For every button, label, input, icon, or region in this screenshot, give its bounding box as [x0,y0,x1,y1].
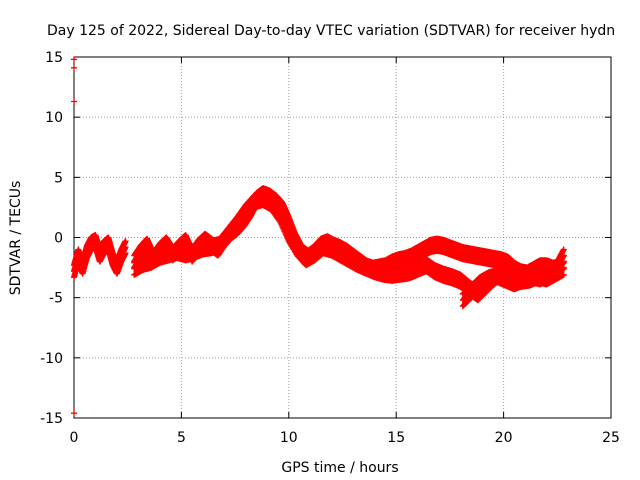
x-tick-label: 5 [177,430,186,446]
data-point-marker [122,250,129,257]
data-point-marker [122,238,129,245]
x-tick-label: 25 [602,430,620,446]
data-points [71,56,567,417]
y-tick-label: 10 [45,110,63,126]
y-tick-label: 5 [54,170,63,186]
axis-ticks: 0 5 10 15 20 25 -15 -10 -5 0 5 10 15 [40,50,620,446]
x-tick-label: 0 [70,430,79,446]
y-tick-label: 15 [45,50,63,66]
x-tick-label: 10 [280,430,298,446]
y-tick-label: -10 [40,351,63,367]
y-tick-label: 0 [54,231,63,247]
x-tick-label: 20 [495,430,513,446]
x-tick-label: 15 [387,430,405,446]
grid-lines [74,57,611,418]
y-tick-label: -5 [49,291,63,307]
series-A [71,232,129,281]
y-tick-label: -15 [40,411,63,427]
data-point-marker [122,244,129,251]
chart-title: Day 125 of 2022, Sidereal Day-to-day VTE… [47,23,615,39]
